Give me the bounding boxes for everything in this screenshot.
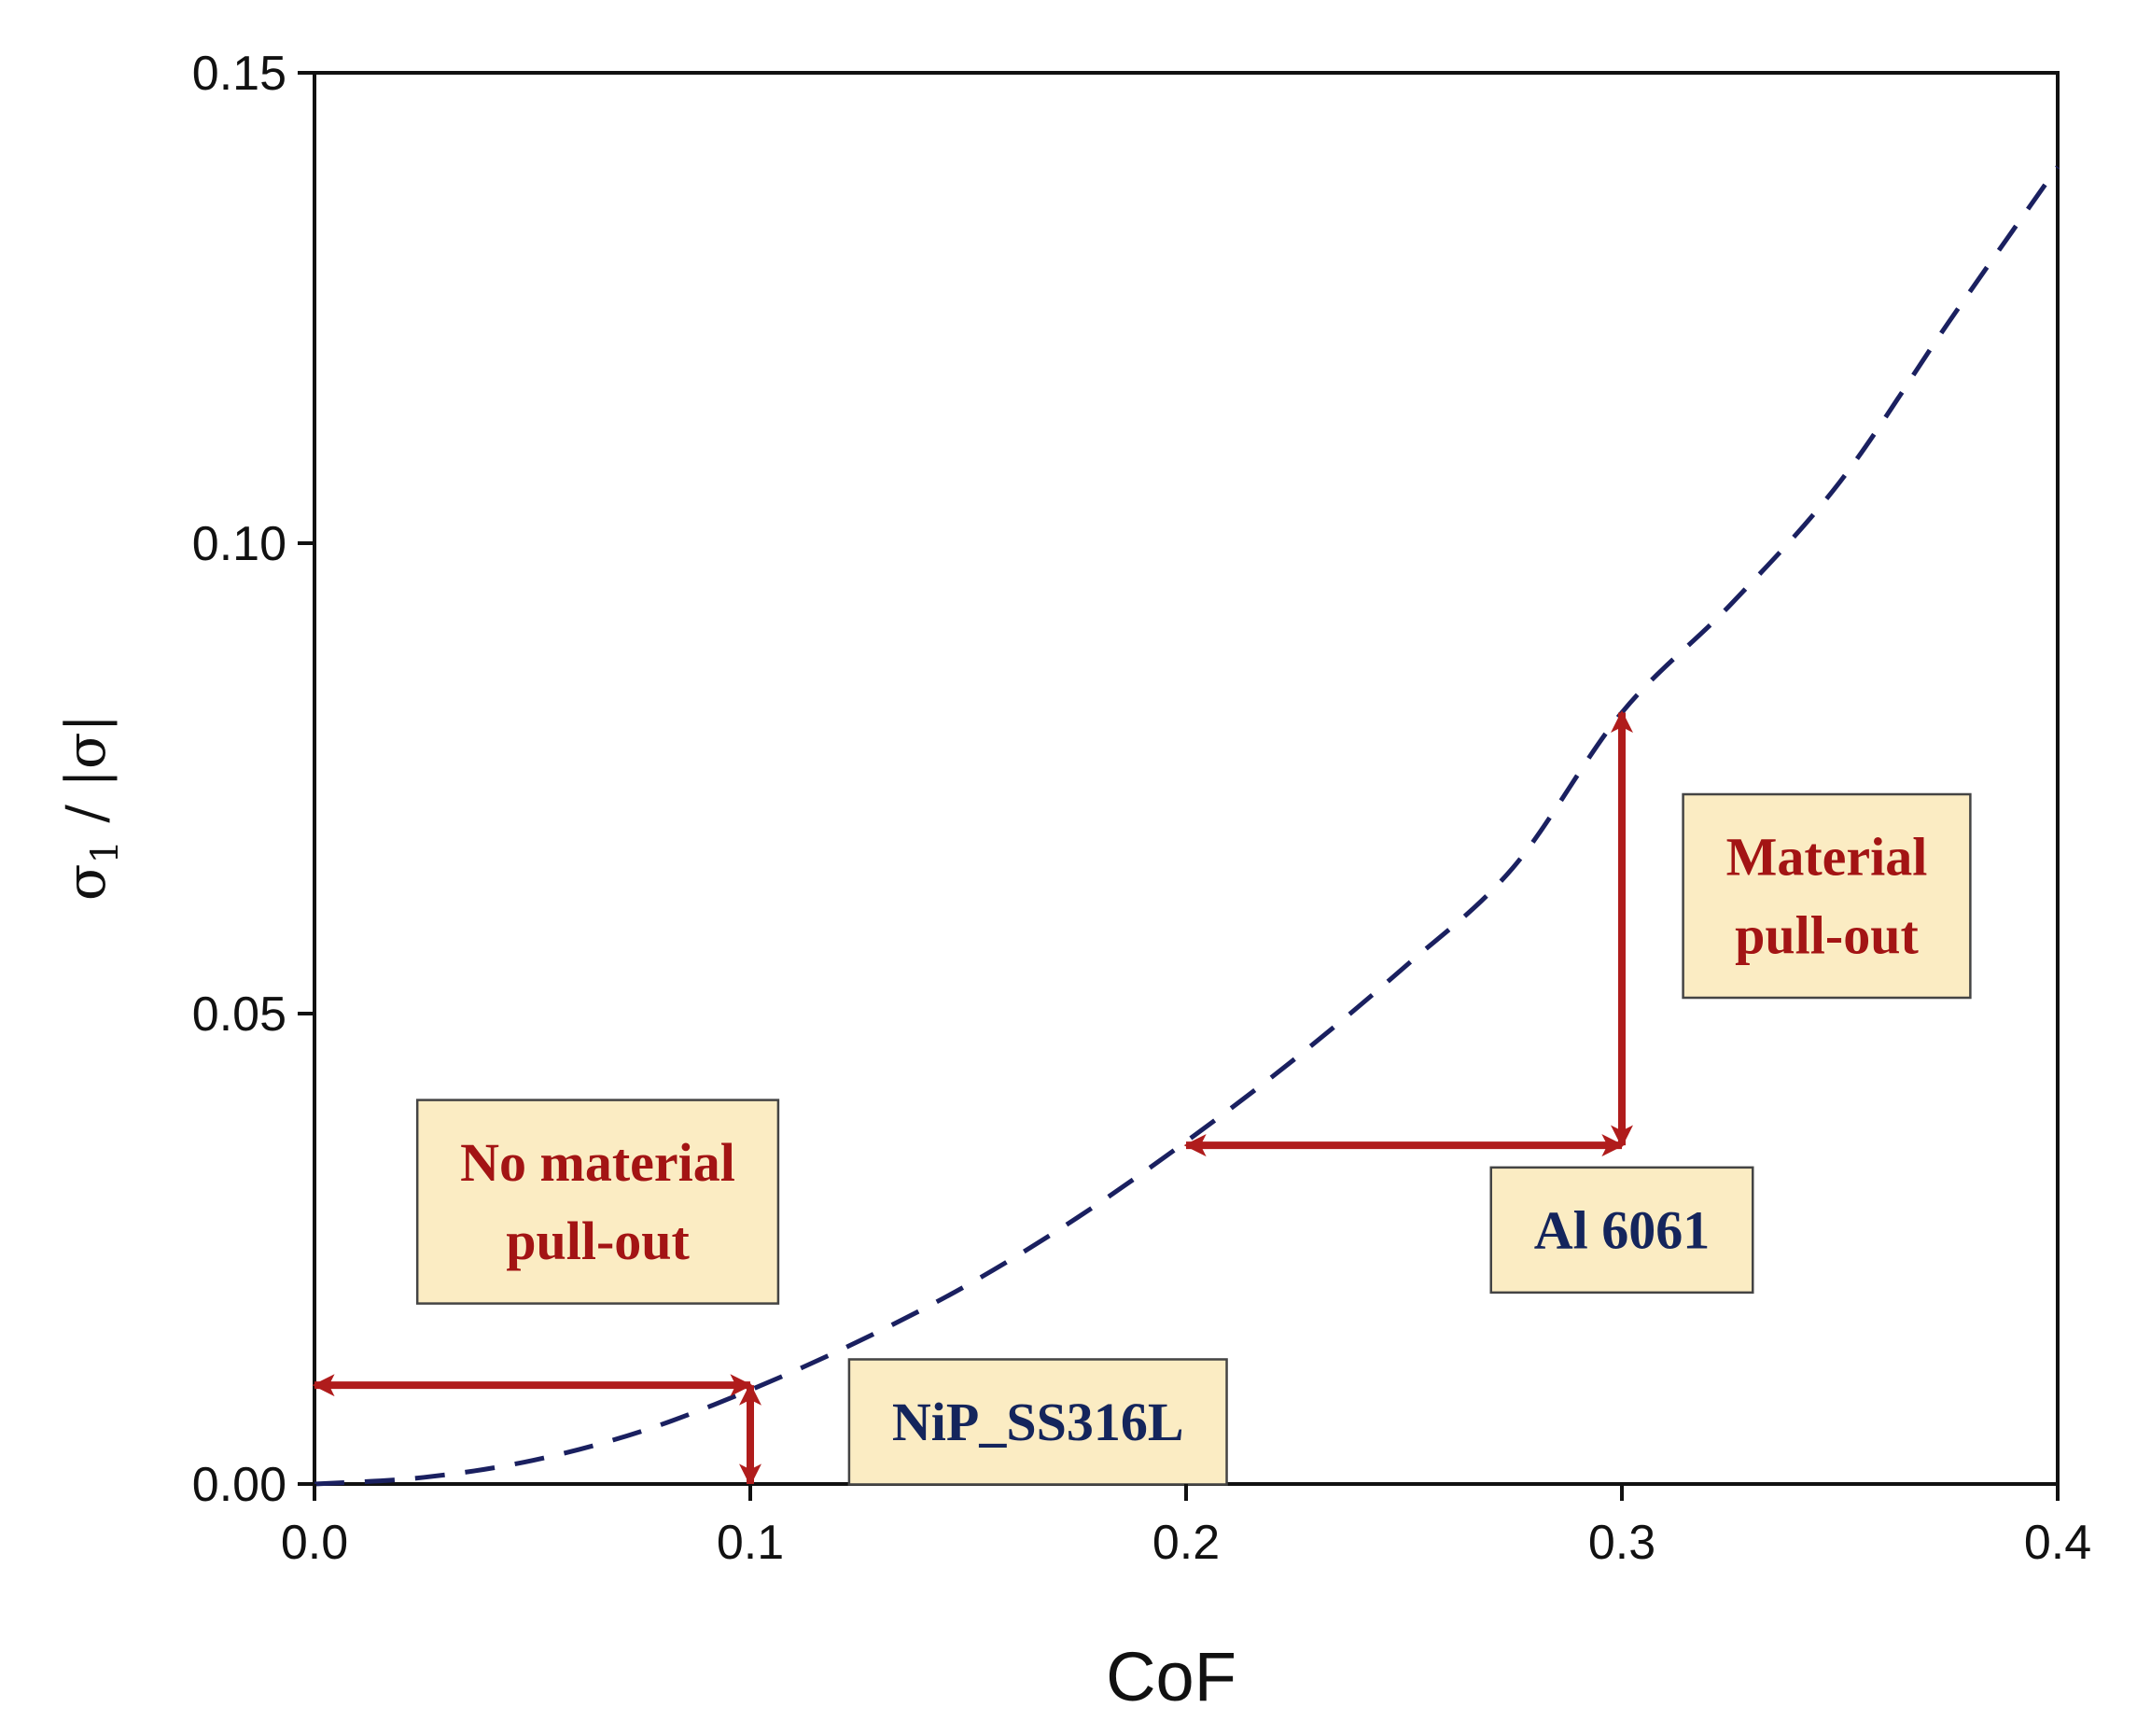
y-tick-label: 0.05 (192, 987, 286, 1042)
x-tick-label: 0.1 (717, 1516, 784, 1570)
curve-layer (314, 165, 2060, 1487)
nip-label-text: NiP_SS316L (892, 1392, 1184, 1452)
y-axis-title-subscript: 1 (84, 840, 127, 863)
pullout-label-box (1682, 792, 1972, 1000)
al-label-box (1489, 1166, 1754, 1295)
pullout-label-text: Material (1726, 827, 1928, 888)
x-axis-title: CoF (1106, 1638, 1236, 1715)
y-axis-title-rest: / |σ| (54, 714, 118, 840)
x-tick-label: 0.0 (281, 1516, 348, 1570)
no-pullout-label-text: No material (460, 1132, 735, 1193)
nip-label: NiP_SS316L (847, 1358, 1228, 1486)
nip-label-box (847, 1358, 1228, 1486)
x-tick-label: 0.3 (1588, 1516, 1655, 1570)
pullout-label: Material pull-out (1682, 792, 1972, 1000)
no-pullout-label-text: pull-out (506, 1211, 690, 1271)
al-label: Al 6061 (1489, 1166, 1754, 1295)
y-tick-label: 0.15 (192, 47, 286, 101)
annotation-layer: No material pull-out NiP_SS316L Al 6061 Mate… (415, 792, 1972, 1486)
axis-layer: 0.0 0.1 0.2 0.3 0.4 0.00 0.05 0.10 0.15 (192, 47, 2091, 1570)
no-pullout-label: No material pull-out (415, 1099, 780, 1305)
arrow-layer (312, 710, 1633, 1487)
y-tick-label: 0.00 (192, 1458, 286, 1512)
x-tick-label: 0.4 (2024, 1516, 2091, 1570)
y-axis-title-base: σ (54, 863, 118, 901)
x-tick-label: 0.2 (1152, 1516, 1220, 1570)
y-tick-label: 0.10 (192, 517, 286, 571)
pullout-label-text: pull-out (1735, 905, 1919, 966)
y-axis-title: σ1 / |σ| (54, 714, 127, 901)
no-pullout-label-box (415, 1099, 780, 1305)
al-label-text: Al 6061 (1534, 1199, 1711, 1260)
data-curve (314, 165, 2060, 1487)
